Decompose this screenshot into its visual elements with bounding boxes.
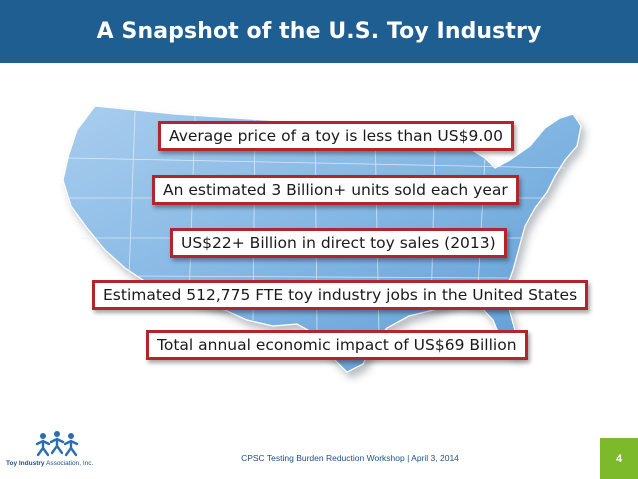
callout-economic-impact: Total annual economic impact of US$69 Bi… (146, 330, 528, 360)
callout-fte-jobs: Estimated 512,775 FTE toy industry jobs … (92, 280, 589, 310)
toy-industry-logo-icon (35, 431, 79, 457)
callout-direct-sales: US$22+ Billion in direct toy sales (2013… (170, 228, 507, 258)
toy-industry-logo: Toy Industry Association, Inc. (6, 431, 116, 471)
logo-suffix: Association, Inc. (44, 460, 94, 467)
callout-units-sold: An estimated 3 Billion+ units sold each … (152, 175, 519, 205)
footer-event-text: CPSC Testing Burden Reduction Workshop |… (241, 453, 459, 463)
page-number: 4 (615, 452, 623, 465)
page-number-badge: 4 (600, 438, 638, 479)
logo-name: Toy Industry (6, 460, 45, 467)
slide-title: A Snapshot of the U.S. Toy Industry (96, 19, 542, 44)
title-bar: A Snapshot of the U.S. Toy Industry (0, 0, 638, 63)
callout-average-price: Average price of a toy is less than US$9… (158, 121, 514, 151)
logo-caption: Toy Industry Association, Inc. (6, 460, 126, 467)
